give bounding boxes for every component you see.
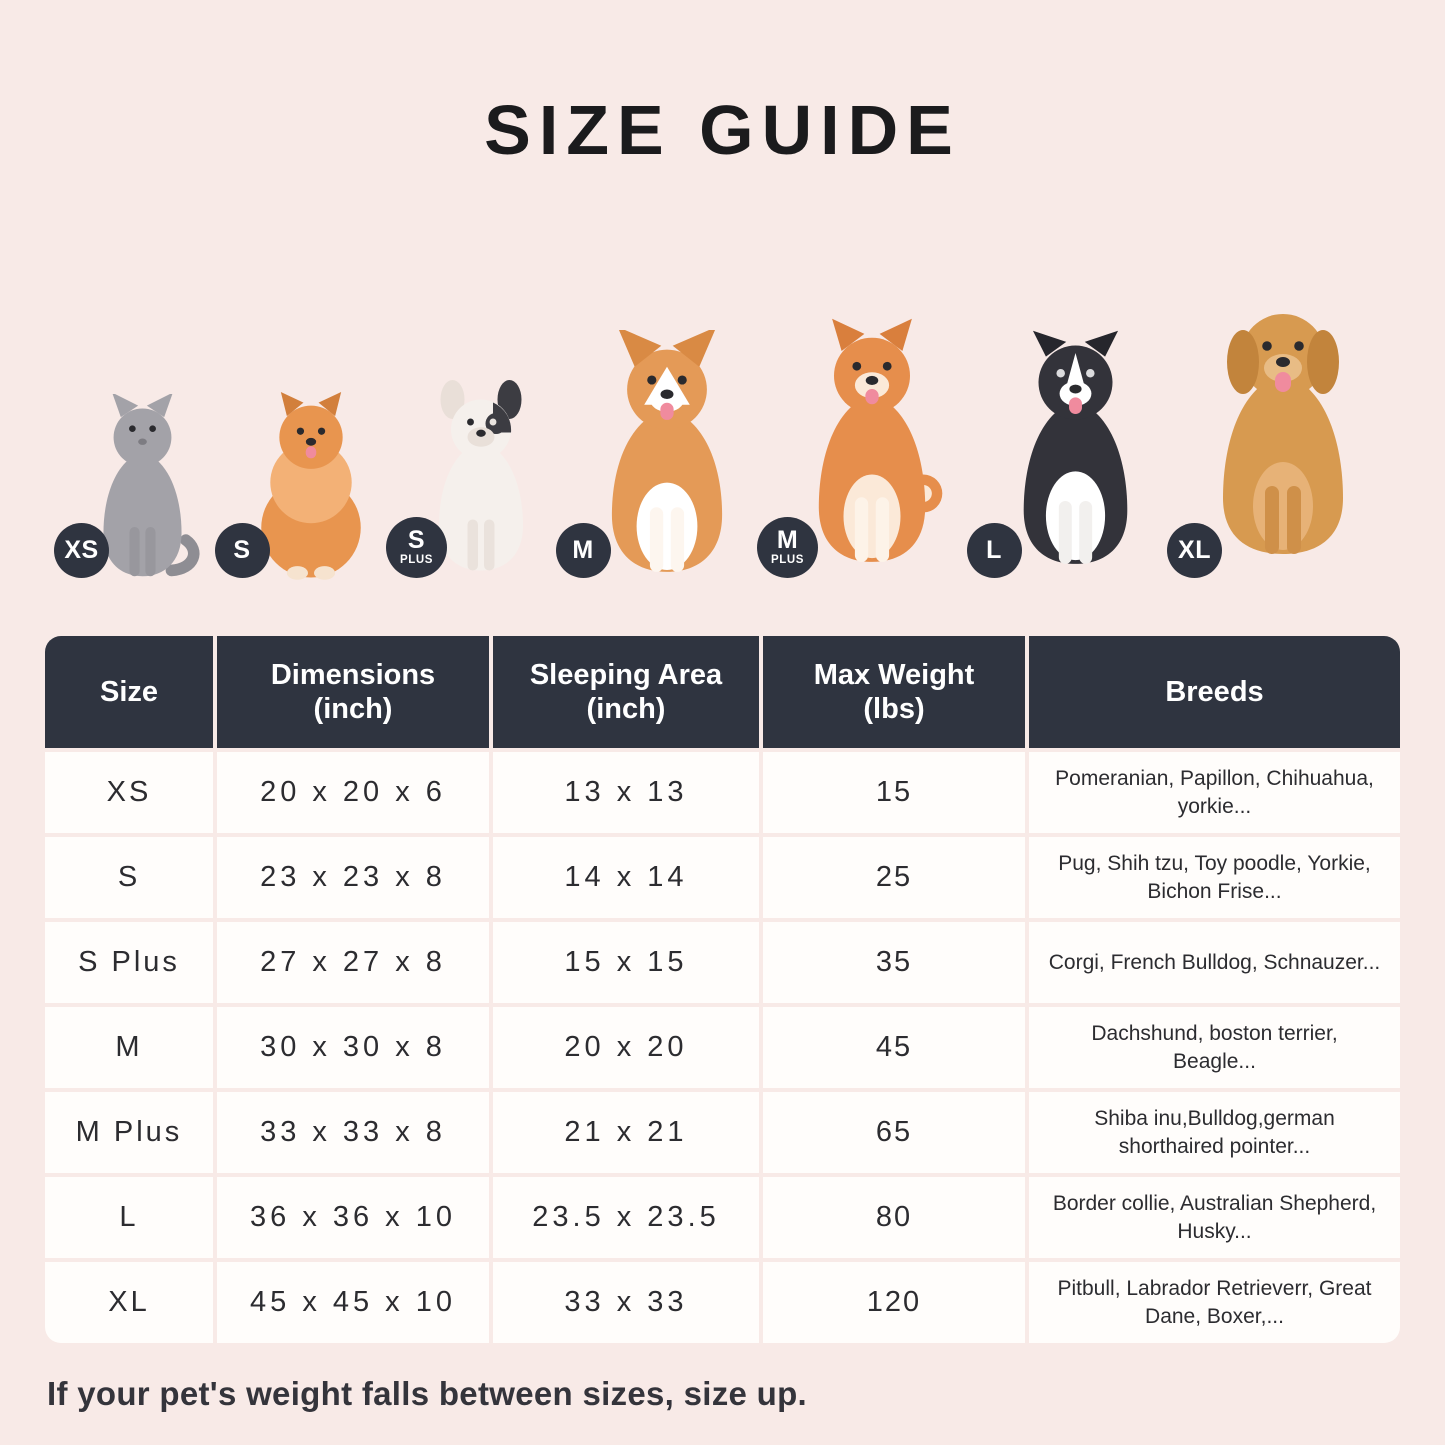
size-badge-xs: XS [54,523,109,578]
border-collie-image [1023,330,1127,564]
sleeping-area-cell: 33 x 33 [493,1262,759,1343]
gray-cat-image [103,394,200,577]
size-cell: XS [45,752,213,833]
badge-label: XS [64,536,99,564]
size-guide-table: Size Dimensions (inch) Sleeping Area (in… [41,632,1404,1347]
pet-xl: XL [1167,282,1383,582]
max-weight-cell: 15 [763,752,1025,833]
max-weight-cell: 25 [763,837,1025,918]
table-row-s-plus: S Plus 27 x 27 x 8 15 x 15 35 Corgi, Fre… [45,922,1400,1003]
pet-xs: XS [54,394,215,582]
badge-label: L [986,536,1002,564]
badge-sublabel: PLUS [770,554,805,567]
pet-s: S [214,386,391,582]
breeds-cell: Pomeranian, Papillon, Chihuahua, yorkie.… [1029,752,1400,833]
table-row-m: M 30 x 30 x 8 20 x 20 45 Dachshund, bost… [45,1007,1400,1088]
size-cell: M [45,1007,213,1088]
header-size: Size [45,636,213,748]
badge-label: XL [1178,536,1211,564]
shiba-inu-image [818,318,943,562]
pet-s-plus: S PLUS [386,376,556,582]
max-weight-cell: 120 [763,1262,1025,1343]
sleeping-area-cell: 21 x 21 [493,1092,759,1173]
size-badge-m-plus: M PLUS [757,517,818,578]
max-weight-cell: 65 [763,1092,1025,1173]
dimensions-cell: 36 x 36 x 10 [217,1177,489,1258]
size-badge-s: S [214,523,270,578]
breeds-cell: Dachshund, boston terrier, Beagle... [1029,1007,1400,1088]
french-bulldog-image [439,380,523,571]
badge-label: M [776,526,799,555]
header-line1: Max Weight [813,658,975,691]
table-row-xl: XL 45 x 45 x 10 33 x 33 120 Pitbull, Lab… [45,1262,1400,1343]
corgi-image [611,330,722,572]
header-line1: Size [99,675,159,708]
size-cell: S [45,837,213,918]
header-line2: (inch) [586,693,666,725]
table-row-xs: XS 20 x 20 x 6 13 x 13 15 Pomeranian, Pa… [45,752,1400,833]
dimensions-cell: 33 x 33 x 8 [217,1092,489,1173]
size-cell: S Plus [45,922,213,1003]
table-row-l: L 36 x 36 x 10 23.5 x 23.5 80 Border col… [45,1177,1400,1258]
size-cell: XL [45,1262,213,1343]
header-line2: (lbs) [863,693,925,725]
dimensions-cell: 23 x 23 x 8 [217,837,489,918]
size-badge-m: M [555,523,611,578]
header-sleeping-area: Sleeping Area (inch) [493,636,759,748]
table-row-s: S 23 x 23 x 8 14 x 14 25 Pug, Shih tzu, … [45,837,1400,918]
size-badge-xl: XL [1167,523,1222,578]
max-weight-cell: 35 [763,922,1025,1003]
pet-l: L [966,320,1168,582]
pet-m: M [555,330,762,582]
dimensions-cell: 20 x 20 x 6 [217,752,489,833]
golden-retriever-image [1223,314,1343,554]
table-row-m-plus: M Plus 33 x 33 x 8 21 x 21 65 Shiba inu,… [45,1092,1400,1173]
badge-label: M [572,536,594,564]
header-line1: Dimensions [270,658,436,691]
page-title: SIZE GUIDE [484,91,961,169]
breeds-cell: Shiba inu,Bulldog,german shorthaired poi… [1029,1092,1400,1173]
header-line1: Sleeping Area [529,658,723,691]
header-line2: (inch) [313,693,393,725]
badge-label: S [233,536,251,564]
sizing-note: If your pet's weight falls between sizes… [47,1375,808,1412]
badge-label: S [407,526,426,555]
size-badge-l: L [966,523,1022,578]
breeds-cell: Pug, Shih tzu, Toy poodle, Yorkie, Bicho… [1029,837,1400,918]
dimensions-cell: 27 x 27 x 8 [217,922,489,1003]
header-dimensions: Dimensions (inch) [217,636,489,748]
size-cell: M Plus [45,1092,213,1173]
sleeping-area-cell: 14 x 14 [493,837,759,918]
sleeping-area-cell: 13 x 13 [493,752,759,833]
sleeping-area-cell: 15 x 15 [493,922,759,1003]
badge-sublabel: PLUS [399,554,434,567]
breeds-cell: Corgi, French Bulldog, Schnauzer... [1029,922,1400,1003]
breeds-cell: Pitbull, Labrador Retrieverr, Great Dane… [1029,1262,1400,1343]
size-badge-s-plus: S PLUS [386,517,447,578]
header-max-weight: Max Weight (lbs) [763,636,1025,748]
size-cell: L [45,1177,213,1258]
dimensions-cell: 30 x 30 x 8 [217,1007,489,1088]
max-weight-cell: 80 [763,1177,1025,1258]
header-breeds: Breeds [1029,636,1400,748]
breeds-cell: Border collie, Australian Shepherd, Husk… [1029,1177,1400,1258]
table-header-row: Size Dimensions (inch) Sleeping Area (in… [45,636,1400,748]
sleeping-area-cell: 20 x 20 [493,1007,759,1088]
header-line1: Breeds [1165,675,1264,708]
dimensions-cell: 45 x 45 x 10 [217,1262,489,1343]
pomeranian-image [260,392,361,580]
max-weight-cell: 45 [763,1007,1025,1088]
pets-row: XS S [54,280,1383,582]
pet-m-plus: M PLUS [757,310,967,582]
sleeping-area-cell: 23.5 x 23.5 [493,1177,759,1258]
